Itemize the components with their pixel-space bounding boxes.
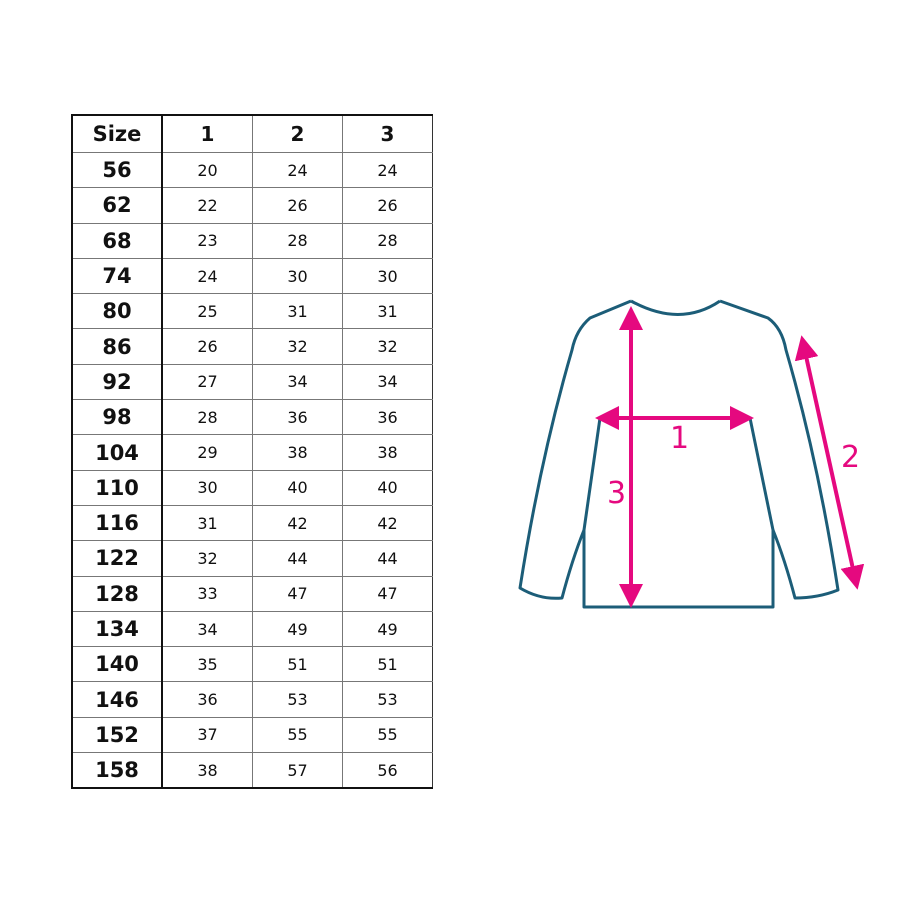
- width-label: 1: [670, 421, 689, 456]
- measure-cell: 32: [252, 328, 343, 365]
- table-row: 74 24 30 30: [71, 257, 433, 295]
- table-row: 146 36 53 53: [71, 681, 433, 718]
- sleeve-arrow: [794, 335, 865, 590]
- measure-cell: 53: [342, 681, 433, 718]
- table-row: 62 22 26 26: [71, 187, 433, 224]
- table-row: 134 34 49 49: [71, 610, 433, 648]
- measure-cell: 51: [252, 646, 343, 683]
- measure-cell: 31: [342, 293, 433, 330]
- measure-cell: 29: [161, 434, 253, 471]
- size-cell: 74: [71, 257, 163, 295]
- size-cell: 92: [71, 363, 163, 401]
- measure-cell: 22: [161, 187, 253, 224]
- table-row: 86 26 32 32: [71, 328, 433, 365]
- measure-cell: 30: [342, 257, 433, 295]
- table-header: Size 1 2 3: [71, 114, 433, 153]
- measure-cell: 55: [252, 716, 343, 754]
- size-cell: 86: [71, 328, 163, 365]
- measure-cell: 36: [161, 681, 253, 718]
- size-cell: 146: [71, 681, 163, 718]
- length-label: 3: [607, 476, 626, 511]
- measure-cell: 36: [342, 399, 433, 436]
- size-cell: 128: [71, 575, 163, 612]
- measure-cell: 57: [252, 752, 343, 790]
- measure-cell: 28: [252, 222, 343, 259]
- header-measure-1: 1: [161, 114, 253, 153]
- table-row: 158 38 57 56: [71, 752, 433, 790]
- table-row: 152 37 55 55: [71, 716, 433, 754]
- measure-cell: 38: [342, 434, 433, 471]
- measure-cell: 30: [252, 257, 343, 295]
- table-row: 98 28 36 36: [71, 399, 433, 436]
- size-cell: 134: [71, 610, 163, 648]
- measure-cell: 55: [342, 716, 433, 754]
- measure-cell: 49: [252, 610, 343, 648]
- measure-cell: 26: [342, 187, 433, 224]
- size-cell: 152: [71, 716, 163, 754]
- measure-cell: 42: [342, 504, 433, 542]
- size-cell: 158: [71, 752, 163, 790]
- table-row: 116 31 42 42: [71, 504, 433, 542]
- sleeve-label: 2: [841, 440, 860, 475]
- size-cell: 110: [71, 469, 163, 506]
- measure-cell: 30: [161, 469, 253, 506]
- size-table: Size 1 2 3 56 20 24 24 62 22 26 26 68 23 28 28 74 24 30 30…: [71, 114, 433, 790]
- size-cell: 116: [71, 504, 163, 542]
- measure-cell: 49: [342, 610, 433, 648]
- measure-cell: 38: [161, 752, 253, 790]
- measure-cell: 26: [161, 328, 253, 365]
- measure-cell: 37: [161, 716, 253, 754]
- measure-cell: 31: [161, 504, 253, 542]
- measure-cell: 28: [161, 399, 253, 436]
- table-row: 140 35 51 51: [71, 646, 433, 683]
- measure-cell: 24: [342, 151, 433, 189]
- measure-cell: 32: [342, 328, 433, 365]
- size-cell: 62: [71, 187, 163, 224]
- header-size: Size: [71, 114, 163, 153]
- size-cell: 104: [71, 434, 163, 471]
- measure-cell: 35: [161, 646, 253, 683]
- measure-cell: 47: [342, 575, 433, 612]
- measure-cell: 53: [252, 681, 343, 718]
- measure-cell: 42: [252, 504, 343, 542]
- size-cell: 80: [71, 293, 163, 330]
- measurement-arrows: [595, 306, 865, 608]
- size-cell: 98: [71, 399, 163, 436]
- measure-cell: 34: [161, 610, 253, 648]
- measure-cell: 44: [342, 540, 433, 577]
- measure-cell: 56: [342, 752, 433, 790]
- table-row: 110 30 40 40: [71, 469, 433, 506]
- table-row: 56 20 24 24: [71, 151, 433, 189]
